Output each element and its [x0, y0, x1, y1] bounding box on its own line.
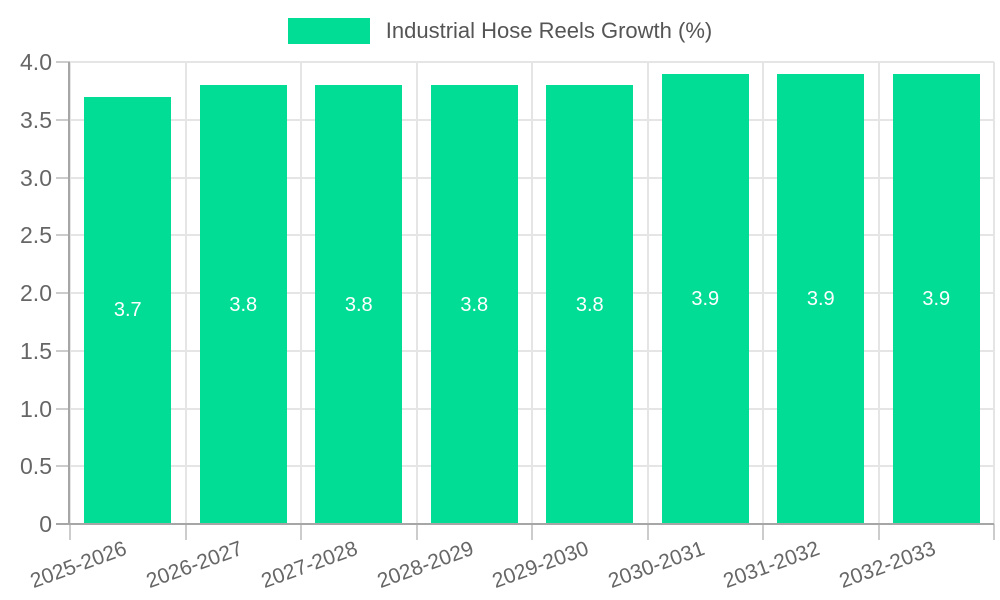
y-axis-tick	[56, 465, 70, 468]
y-axis-tick	[56, 176, 70, 179]
legend-label: Industrial Hose Reels Growth (%)	[385, 18, 713, 43]
gridline-vertical	[531, 62, 533, 524]
x-tick-label: 2031-2032	[720, 536, 823, 593]
bar-value-label: 3.9	[806, 287, 835, 310]
bar-2032-2033[interactable]	[892, 73, 980, 523]
bar-2026-2027[interactable]	[199, 85, 287, 523]
y-tick-label: 2.0	[20, 280, 52, 306]
bar-2028-2029[interactable]	[430, 85, 518, 523]
y-axis-line	[68, 62, 70, 524]
x-tick-label: 2027-2028	[258, 536, 361, 593]
y-tick-label: 3.5	[20, 106, 52, 133]
y-tick-label: 0	[39, 511, 52, 537]
y-tick-label: 1.0	[20, 395, 52, 422]
gridline-vertical	[877, 62, 880, 524]
legend[interactable]: Industrial Hose Reels Growth (%)	[0, 16, 1000, 46]
x-tick-label: 2029-2030	[489, 536, 592, 593]
y-axis-tick	[56, 407, 70, 410]
x-axis-tick	[300, 524, 302, 540]
x-axis-tick	[415, 524, 418, 540]
bar-value-label: 3.8	[229, 293, 258, 316]
bar-value-label: 3.9	[922, 287, 951, 310]
bar-value-label: 3.7	[113, 299, 142, 322]
x-axis-tick	[646, 524, 649, 540]
y-axis-tick	[56, 349, 70, 352]
y-axis-tick	[56, 61, 70, 63]
bar-2031-2032[interactable]	[777, 73, 865, 523]
y-axis-tick	[56, 292, 70, 294]
gridline-vertical	[762, 62, 764, 524]
x-axis-tick	[993, 524, 995, 540]
x-axis-line	[56, 523, 994, 525]
x-axis-tick	[69, 524, 71, 540]
x-tick-label: 2026-2027	[143, 536, 246, 593]
y-axis-tick	[56, 234, 70, 237]
bar-2029-2030[interactable]	[546, 85, 634, 523]
legend-swatch	[287, 18, 370, 44]
y-tick-label: 3.0	[20, 164, 52, 191]
bar-2025-2026[interactable]	[84, 96, 172, 523]
gridline-vertical	[646, 62, 649, 524]
x-tick-label: 2028-2029	[374, 536, 477, 593]
gridline-vertical	[300, 62, 302, 524]
x-axis-tick	[762, 524, 764, 540]
gridline-vertical	[69, 62, 71, 524]
y-tick-label: 4.0	[20, 49, 52, 75]
bar-value-label: 3.8	[344, 293, 373, 316]
y-tick-label: 0.5	[20, 453, 52, 480]
x-tick-label: 2025-2026	[27, 536, 130, 593]
gridline-vertical	[993, 62, 995, 524]
bar-2030-2031[interactable]	[661, 73, 749, 523]
x-tick-label: 2032-2033	[836, 536, 939, 593]
gridline-vertical	[184, 62, 187, 524]
bar-value-label: 3.9	[691, 287, 720, 310]
y-axis-tick	[56, 118, 70, 121]
bar-2027-2028[interactable]	[315, 85, 403, 523]
bar-value-label: 3.8	[460, 293, 489, 316]
x-axis-tick	[184, 524, 187, 540]
gridline-vertical	[415, 62, 418, 524]
y-tick-label: 1.5	[20, 337, 52, 364]
y-tick-label: 2.5	[20, 222, 52, 249]
x-axis-tick	[877, 524, 880, 540]
x-axis-tick	[531, 524, 533, 540]
x-tick-label: 2030-2031	[605, 536, 708, 593]
bar-value-label: 3.8	[575, 293, 604, 316]
